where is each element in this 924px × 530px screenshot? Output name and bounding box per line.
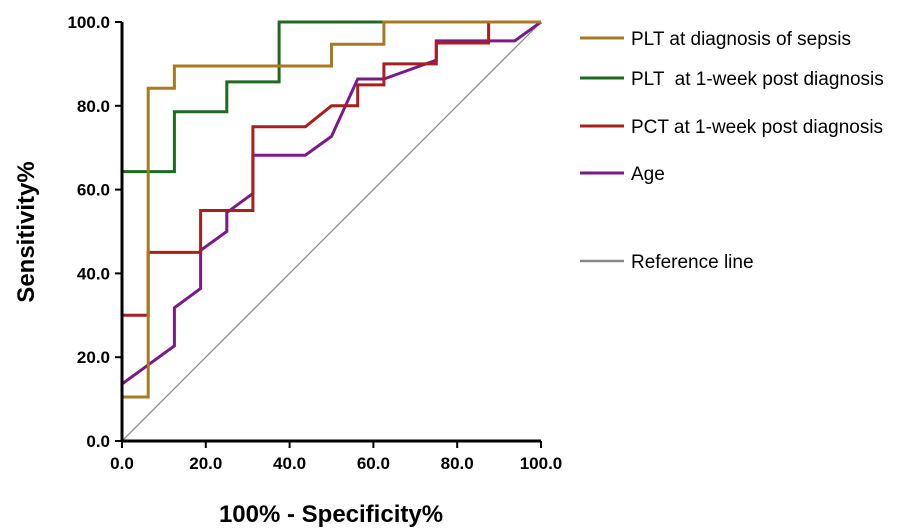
legend: PLT at diagnosis of sepsis PLT at 1-week …	[580, 29, 884, 273]
y-tick-label: 0.0	[86, 432, 110, 451]
x-tick-label: 100.0	[520, 454, 563, 473]
series-line-reference-line	[121, 21, 542, 442]
x-tick-label: 60.0	[357, 454, 390, 473]
x-tick-label: 80.0	[441, 454, 474, 473]
x-tick-label: 40.0	[273, 454, 306, 473]
x-axis-title: 100% - Specificity%	[219, 501, 443, 528]
series-line-plt-at-diagnosis-of-sepsis	[122, 20, 541, 399]
y-tick-label: 80.0	[77, 97, 110, 116]
y-tick-label: 40.0	[77, 264, 110, 283]
legend-label: PLT at diagnosis of sepsis	[631, 29, 851, 50]
series-line-plt-at-1-week-post-diagnosis	[120, 20, 541, 322]
x-tick-label: 0.0	[110, 454, 134, 473]
legend-label: PLT at 1-week post diagnosis	[631, 69, 884, 90]
legend-label: Reference line	[631, 252, 754, 273]
y-axis-title: Sensitivity%	[13, 161, 40, 302]
y-tick-label: 100.0	[67, 13, 110, 32]
x-tick-label: 20.0	[189, 454, 222, 473]
legend-label: Age	[631, 164, 665, 185]
legend-label: PCT at 1-week post diagnosis	[631, 117, 883, 138]
y-tick-label: 60.0	[77, 181, 110, 200]
series-line-age	[121, 20, 542, 386]
y-tick-label: 20.0	[77, 348, 110, 367]
